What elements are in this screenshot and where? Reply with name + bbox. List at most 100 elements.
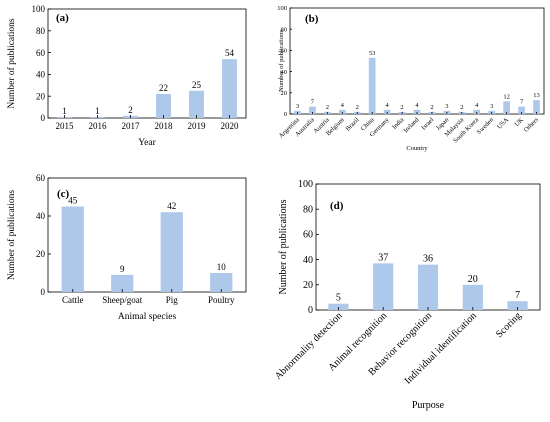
- bar: [533, 100, 540, 114]
- bar: [309, 106, 316, 114]
- x-tick-label: Israel: [420, 116, 435, 131]
- data-label: 7: [515, 290, 520, 301]
- data-label: 20: [468, 274, 478, 285]
- x-axis-title: Country: [406, 145, 428, 152]
- y-tick-label: 0: [284, 111, 287, 118]
- bar: [156, 94, 171, 118]
- data-label: 37: [378, 252, 388, 263]
- bar: [189, 90, 204, 118]
- data-label: 3: [490, 103, 493, 110]
- data-label: 53: [369, 50, 376, 57]
- data-label: 22: [159, 83, 168, 93]
- y-tick-label: 0: [308, 305, 313, 316]
- data-label: 2: [128, 105, 133, 115]
- x-tick-label: 2016: [89, 121, 108, 131]
- data-label: 12: [503, 93, 510, 100]
- y-tick-label: 80: [303, 204, 313, 215]
- y-tick-label: 20: [36, 91, 46, 101]
- bar: [462, 284, 483, 310]
- bar: [111, 274, 134, 292]
- bar: [473, 109, 481, 114]
- bar: [210, 273, 233, 292]
- data-label: 2: [430, 104, 433, 111]
- x-tick-label: Poultry: [208, 295, 235, 305]
- y-axis-title: Number of publications: [6, 190, 17, 281]
- bar: [518, 106, 525, 114]
- y-axis-title: Number of publications: [6, 18, 17, 109]
- x-tick-label: Sheep/goat: [102, 295, 142, 305]
- y-tick-label: 100: [277, 5, 287, 12]
- panel-label: (b): [305, 13, 319, 25]
- plot-frame: [47, 8, 247, 119]
- data-label: 3: [296, 103, 299, 110]
- y-tick-label: 20: [303, 280, 313, 291]
- data-label: 4: [475, 102, 479, 109]
- data-label: 7: [311, 99, 315, 106]
- data-label: 45: [68, 196, 78, 206]
- y-tick-label: 20: [36, 249, 46, 259]
- y-tick-label: 60: [36, 48, 46, 58]
- bar: [338, 109, 346, 114]
- data-label: 1: [62, 106, 67, 116]
- y-tick-label: 40: [36, 70, 46, 80]
- x-tick-label: 2015: [56, 121, 75, 131]
- data-label: 36: [423, 254, 433, 265]
- y-tick-label: 100: [298, 179, 313, 190]
- data-label: 2: [356, 104, 359, 111]
- bar: [507, 301, 528, 310]
- data-label: 54: [225, 48, 235, 58]
- x-axis-title: Purpose: [412, 400, 445, 411]
- x-tick-label: UK: [513, 116, 525, 128]
- x-tick-label: Scoring: [494, 310, 524, 340]
- data-label: 1: [95, 106, 100, 116]
- bar: [61, 206, 84, 292]
- y-tick-label: 20: [281, 90, 288, 97]
- y-axis-title: Number of publications: [278, 199, 289, 294]
- bar: [373, 263, 394, 310]
- x-axis-title: Animal species: [118, 312, 177, 322]
- y-tick-label: 0: [41, 287, 46, 297]
- data-label: 9: [120, 264, 125, 274]
- data-label: 2: [460, 104, 463, 111]
- y-tick-label: 40: [36, 211, 46, 221]
- x-tick-label: Others: [523, 116, 541, 134]
- data-label: 2: [400, 104, 403, 111]
- data-label: 3: [445, 103, 448, 110]
- x-tick-label: Pig: [166, 295, 179, 305]
- chart-panel-c: 0 20 40 60 45 Cattle 9 Sheep/goat 42 Pig 10 Poultry…: [6, 173, 247, 322]
- data-label: 5: [336, 293, 341, 304]
- x-tick-label: 2019: [188, 121, 207, 131]
- x-tick-label: 2017: [122, 121, 141, 131]
- bar: [368, 57, 376, 114]
- data-label: 42: [167, 201, 176, 211]
- y-tick-label: 80: [281, 26, 288, 33]
- bar: [503, 101, 511, 114]
- data-label: 4: [415, 102, 419, 109]
- chart-panel-b: 0204060801003Argentina7Australia2Austria…: [277, 5, 545, 152]
- y-tick-label: 100: [32, 4, 46, 14]
- y-tick-label: 60: [36, 173, 46, 183]
- x-tick-label: USA: [496, 116, 510, 130]
- bar: [417, 264, 439, 310]
- chart-panel-a: 0 20 40 60 80 100 1 2015 1 2016 2 2017 22 2018 25 2019 5…: [6, 4, 247, 148]
- y-tick-label: 80: [36, 26, 46, 36]
- bar: [160, 212, 183, 292]
- x-tick-label: Sweden: [476, 116, 496, 136]
- panel-label: (c): [57, 188, 70, 200]
- bar: [222, 59, 237, 118]
- x-axis-title: Year: [138, 138, 156, 148]
- y-tick-label: 60: [281, 48, 288, 55]
- x-tick-label: Ireland: [402, 116, 420, 134]
- data-label: 2: [326, 104, 329, 111]
- data-label: 25: [192, 80, 202, 90]
- y-tick-label: 0: [41, 113, 46, 123]
- panel-label: (a): [56, 12, 69, 24]
- x-tick-label: Brazil: [344, 116, 360, 132]
- data-label: 7: [520, 99, 524, 106]
- y-tick-label: 60: [303, 230, 313, 241]
- bar: [383, 109, 391, 114]
- y-tick-label: 40: [303, 255, 313, 266]
- plot-frame: [47, 177, 247, 293]
- x-tick-label: Cattle: [62, 295, 84, 305]
